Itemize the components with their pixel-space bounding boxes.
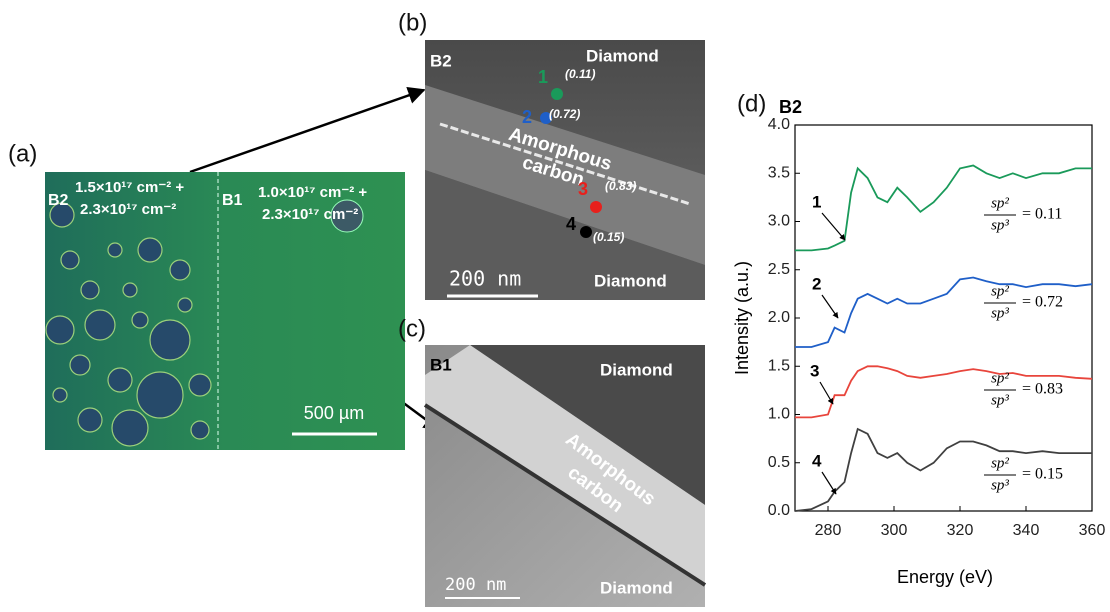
curve-arrow — [821, 294, 839, 319]
scale-label: 200 nm — [449, 267, 521, 291]
x-axis-label: Energy (eV) — [897, 567, 993, 587]
panel-label: (c) — [398, 315, 426, 342]
y-tick-label: 1.5 — [768, 357, 790, 374]
sample-tag: B1 — [430, 355, 452, 374]
arrow — [189, 86, 426, 174]
panel-label: (b) — [398, 9, 427, 36]
region-label: Diamond — [594, 271, 667, 290]
point-ratio: (0.15) — [593, 230, 624, 244]
dose: 2.3×10¹⁷ cm⁻² — [80, 201, 176, 218]
sample-tag: B2 — [48, 192, 69, 209]
tem-image — [425, 40, 705, 300]
curve-label: 1 — [812, 192, 821, 211]
point-ratio: (0.11) — [565, 67, 595, 81]
curve-arrow — [821, 471, 837, 495]
tem-image — [423, 345, 707, 607]
y-axis-label: Intensity (a.u.) — [732, 261, 752, 375]
y-tick-label: 0.0 — [768, 502, 790, 519]
ratio-value: = 0.72 — [1022, 294, 1063, 311]
ratio-value: = 0.11 — [1022, 206, 1062, 223]
ratio-numerator: sp² — [991, 283, 1009, 299]
panel-label: (a) — [8, 140, 37, 167]
ratio-denominator: sp³ — [991, 392, 1009, 408]
sample-tag: B2 — [430, 51, 452, 70]
series-line — [794, 427, 1092, 512]
y-tick-label: 4.0 — [768, 116, 790, 133]
ratio-value: = 0.15 — [1022, 466, 1063, 483]
curve-arrow — [821, 212, 846, 241]
scale-label: 200 nm — [445, 575, 506, 595]
ratio-numerator: sp² — [991, 370, 1009, 386]
series-line — [795, 365, 1093, 419]
x-tick-label: 300 — [881, 522, 908, 539]
point-ratio: (0.72) — [549, 107, 580, 121]
y-tick-label: 2.0 — [768, 309, 790, 326]
ratio-numerator: sp² — [991, 195, 1009, 211]
dose: 2.3×10¹⁷ cm⁻² — [262, 206, 358, 223]
ratio-denominator: sp³ — [991, 477, 1009, 493]
curve-arrow — [819, 381, 834, 405]
chart-title: B2 — [779, 97, 802, 117]
curve-label: 3 — [810, 361, 819, 380]
panel-label: (d) — [737, 90, 766, 117]
region-label: Diamond — [600, 360, 673, 379]
ratio-numerator: sp² — [991, 455, 1009, 471]
x-tick-label: 280 — [815, 522, 842, 539]
x-tick-label: 340 — [1013, 522, 1040, 539]
point-label: 4 — [566, 214, 576, 234]
curve-label: 2 — [812, 274, 821, 293]
y-tick-label: 0.5 — [768, 454, 790, 471]
point-label: 1 — [538, 67, 548, 87]
point-label: 2 — [522, 107, 532, 127]
scale-label: 500 µm — [304, 403, 364, 423]
region-label: Diamond — [600, 578, 673, 597]
dose: 1.0×10¹⁷ cm⁻² + — [258, 184, 367, 201]
dose: 1.5×10¹⁷ cm⁻² + — [75, 179, 184, 196]
x-tick-label: 360 — [1079, 522, 1106, 539]
series-line — [795, 276, 1093, 348]
point-label: 3 — [578, 179, 588, 199]
series-line — [795, 164, 1092, 252]
y-tick-label: 2.5 — [768, 261, 790, 278]
point-ratio: (0.83) — [605, 179, 636, 193]
curve-label: 4 — [812, 451, 822, 470]
ratio-value: = 0.83 — [1022, 381, 1063, 398]
y-tick-label: 3.5 — [768, 164, 790, 181]
ratio-denominator: sp³ — [991, 217, 1009, 233]
region-label: Diamond — [586, 46, 659, 65]
y-tick-label: 3.0 — [768, 213, 790, 230]
x-tick-label: 320 — [947, 522, 974, 539]
sample-tag: B1 — [222, 192, 243, 209]
y-tick-label: 1.0 — [768, 406, 790, 423]
ratio-denominator: sp³ — [991, 305, 1009, 321]
optical-image — [45, 172, 405, 450]
